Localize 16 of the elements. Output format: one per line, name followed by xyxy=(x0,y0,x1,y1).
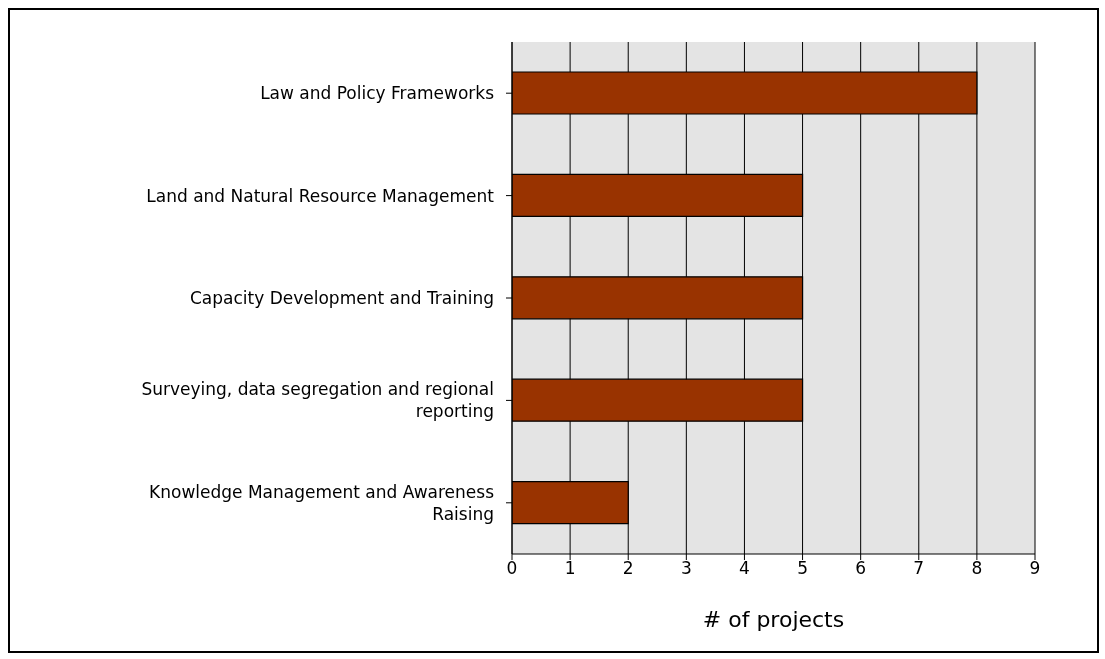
y-tick-label: Land and Natural Resource Management xyxy=(146,185,495,206)
y-tick-label: Knowledge Management and Awareness Raising xyxy=(149,481,495,524)
x-tick-label: 7 xyxy=(913,558,925,579)
x-tick-label: 5 xyxy=(797,558,808,579)
x-tick-label: 6 xyxy=(855,558,867,579)
x-tick-label: 8 xyxy=(971,558,983,579)
y-tick-label: Surveying, data segregation and regional reporting xyxy=(141,379,494,422)
y-tick-label: Capacity Development and Training xyxy=(189,288,494,308)
x-tick-label: 9 xyxy=(1029,558,1041,579)
x-tick-label: 0 xyxy=(506,558,518,579)
y-tick-label: Law and Policy Frameworks xyxy=(260,83,495,104)
x-tick-label: 3 xyxy=(680,558,692,579)
x-tick-label: 1 xyxy=(564,558,576,579)
x-axis-title: # of projects xyxy=(702,607,845,632)
x-tick-label: 4 xyxy=(739,558,750,579)
x-tick-label: 2 xyxy=(622,558,634,579)
